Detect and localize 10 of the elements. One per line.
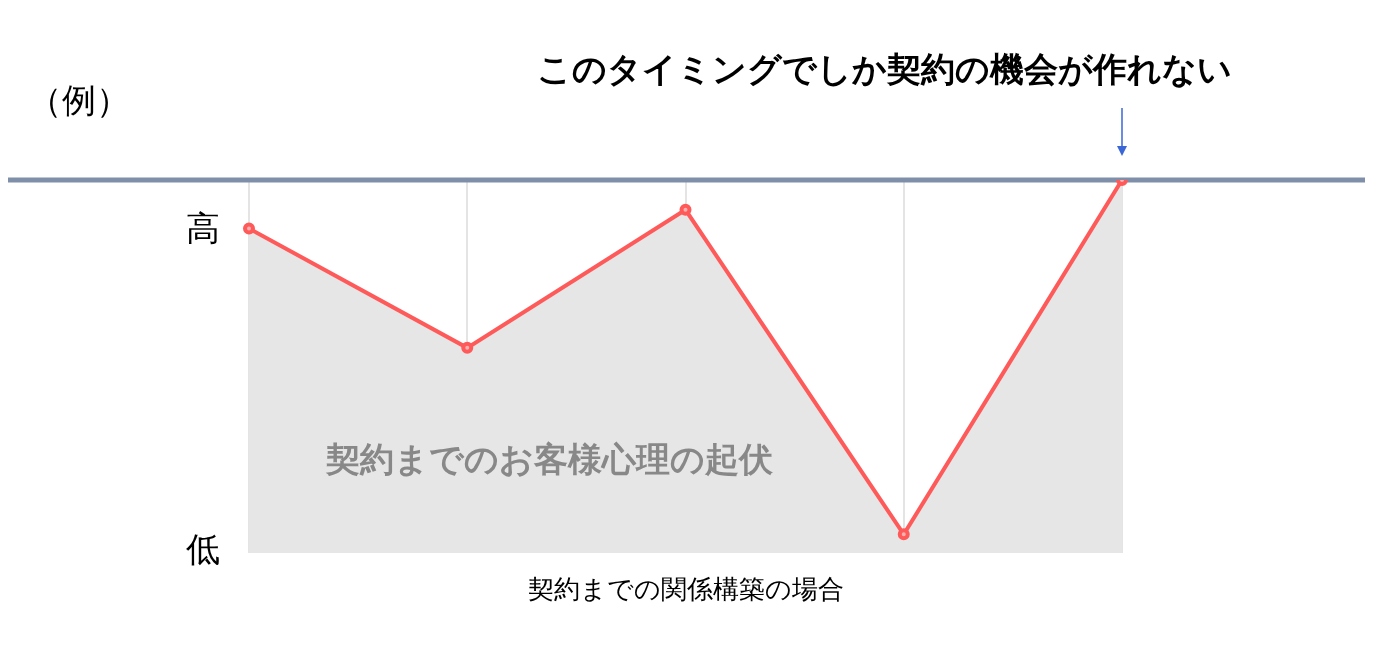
annotation: 高 xyxy=(186,207,220,250)
chart-title: （例） xyxy=(28,79,130,122)
point xyxy=(679,203,692,216)
annotation: 低 xyxy=(186,528,220,571)
point xyxy=(897,528,910,541)
x-axis-title: 契約までの関係構築の場合 xyxy=(526,573,845,606)
annotation: 契約までのお客様心理の起伏 xyxy=(326,438,774,481)
text: このタイミングでしか契約の機会が作れない xyxy=(537,48,1232,89)
point xyxy=(243,222,255,235)
point xyxy=(461,341,474,354)
